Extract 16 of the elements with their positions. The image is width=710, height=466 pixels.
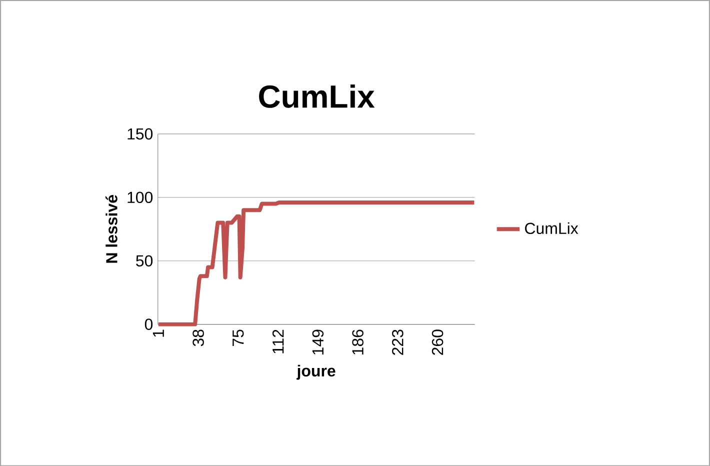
y-tick-label: 0 — [144, 318, 153, 330]
x-tick-label: 112 — [272, 330, 284, 354]
x-tick-label: 38 — [192, 330, 204, 346]
legend-label: CumLix — [525, 222, 578, 234]
x-tick-label: 1 — [152, 330, 164, 337]
x-tick-label: 75 — [232, 330, 244, 346]
x-tick-label: 223 — [392, 330, 404, 355]
y-tick-label: 100 — [128, 192, 153, 203]
chart-title: CumLix — [259, 84, 375, 108]
x-axis-title: joure — [296, 364, 336, 380]
y-tick-label: 150 — [128, 128, 153, 140]
y-tick-label: 50 — [136, 255, 153, 266]
y-axis-title: N lessivé — [106, 194, 118, 263]
x-tick-label: 260 — [432, 329, 444, 355]
x-tick-label: 149 — [312, 330, 324, 354]
x-tick-label: 186 — [352, 330, 364, 354]
